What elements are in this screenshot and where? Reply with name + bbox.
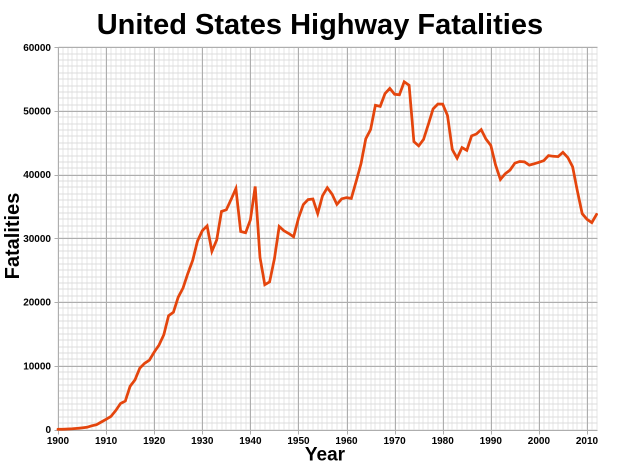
svg-text:1950: 1950 — [287, 436, 310, 447]
svg-text:1990: 1990 — [480, 436, 503, 447]
svg-text:0: 0 — [45, 425, 51, 436]
svg-text:1900: 1900 — [47, 436, 70, 447]
svg-text:2000: 2000 — [528, 436, 551, 447]
svg-text:United States Highway Fataliti: United States Highway Fatalities — [97, 9, 543, 41]
svg-text:1940: 1940 — [239, 436, 262, 447]
svg-text:1960: 1960 — [335, 436, 358, 447]
svg-text:10000: 10000 — [23, 361, 51, 372]
svg-text:Fatalities: Fatalities — [2, 193, 24, 280]
svg-text:1910: 1910 — [95, 436, 118, 447]
svg-text:1930: 1930 — [191, 436, 214, 447]
svg-text:20000: 20000 — [23, 298, 51, 309]
svg-text:1920: 1920 — [143, 436, 166, 447]
svg-text:30000: 30000 — [23, 234, 51, 245]
svg-text:50000: 50000 — [23, 107, 51, 118]
svg-text:60000: 60000 — [23, 43, 51, 54]
svg-text:Year: Year — [305, 445, 346, 466]
svg-text:1970: 1970 — [383, 436, 406, 447]
svg-text:2010: 2010 — [576, 436, 599, 447]
svg-text:40000: 40000 — [23, 170, 51, 181]
svg-text:1980: 1980 — [432, 436, 455, 447]
